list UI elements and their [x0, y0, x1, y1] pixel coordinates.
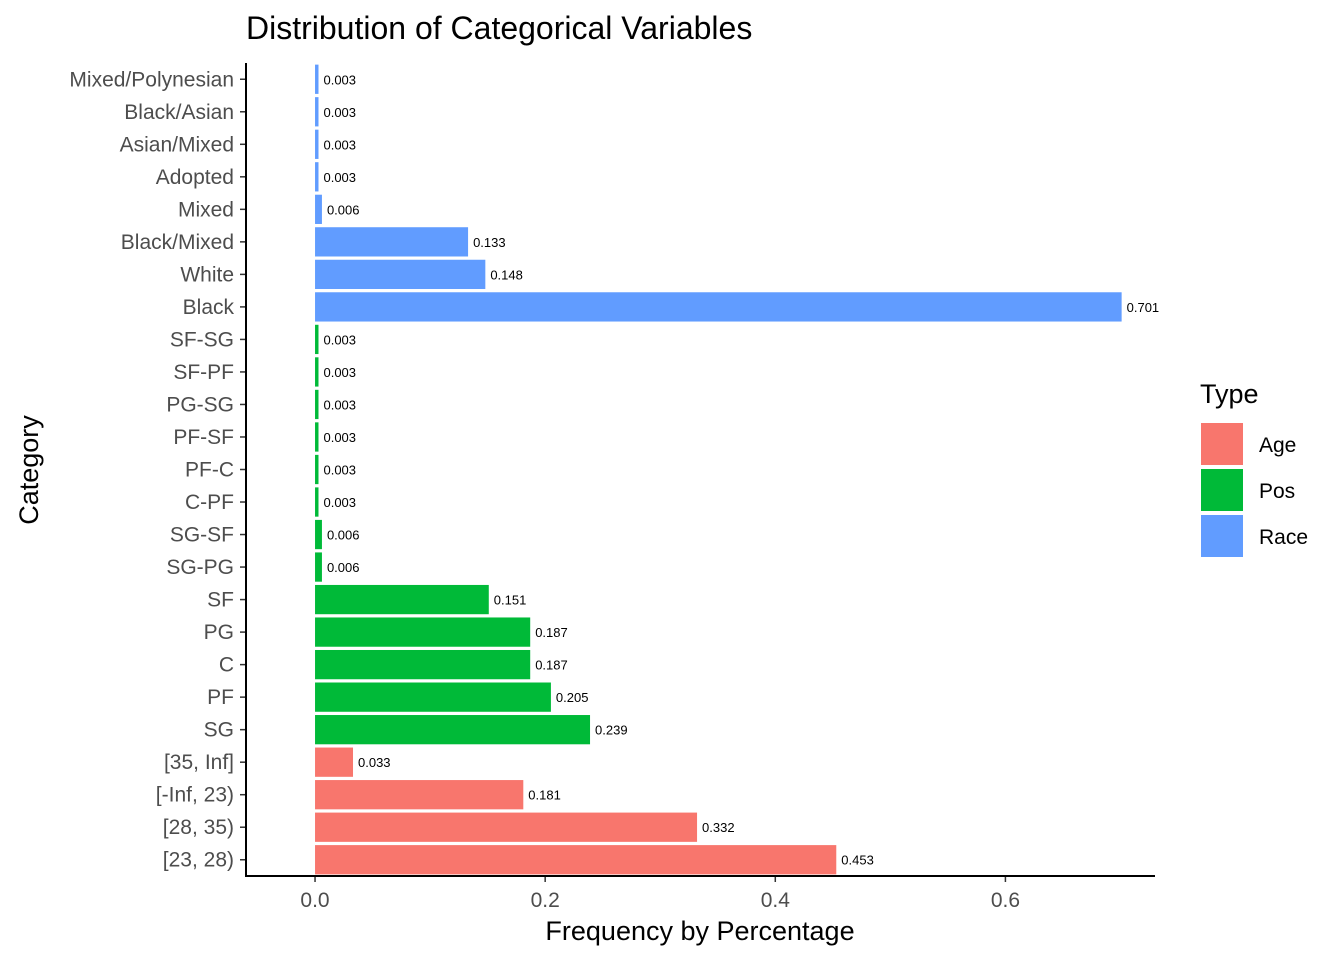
y-tick-label: PF [207, 686, 234, 709]
y-tick-label: [35, Inf] [164, 751, 234, 774]
legend-label: Race [1259, 526, 1308, 549]
y-tick-label: Black/Mixed [121, 231, 234, 254]
bar [315, 617, 531, 647]
bar [315, 162, 319, 192]
y-tick-label: SF-PF [173, 361, 234, 384]
legend-key [1201, 469, 1243, 511]
y-tick-label: SF [207, 589, 234, 612]
bar [315, 584, 489, 615]
legend-label: Pos [1259, 480, 1295, 503]
data-label: 0.003 [323, 137, 356, 152]
data-label: 0.239 [595, 723, 628, 738]
bar [315, 715, 591, 745]
bars-layer [315, 64, 1122, 875]
y-tick-label: C-PF [185, 491, 234, 514]
bar [315, 227, 469, 257]
bar [315, 357, 319, 387]
y-tick-label: C [219, 654, 234, 677]
y-tick-label: Mixed/Polynesian [69, 68, 234, 91]
y-tick-label: SG-SF [170, 524, 234, 547]
bar [315, 389, 319, 420]
bar [315, 454, 319, 485]
bar [315, 422, 319, 452]
legend-items: Age Pos Race [1201, 423, 1308, 557]
data-label: 0.133 [473, 235, 506, 250]
x-tick-label: 0.2 [531, 889, 560, 912]
bar [315, 682, 551, 712]
y-tick-label: Asian/Mixed [120, 133, 234, 156]
y-tick-label: Mixed [178, 198, 234, 221]
data-label: 0.003 [323, 430, 356, 445]
bar [315, 845, 837, 875]
data-label: 0.033 [358, 755, 391, 770]
x-tick-label: 0.0 [300, 889, 329, 912]
y-tick-label: Adopted [156, 166, 234, 189]
data-label: 0.701 [1127, 300, 1160, 315]
data-label: 0.187 [535, 625, 568, 640]
data-label: 0.332 [702, 820, 735, 835]
bar [315, 194, 322, 224]
data-label: 0.003 [323, 332, 356, 347]
y-tick-label: PG-SG [166, 393, 234, 416]
data-label: 0.003 [323, 397, 356, 412]
data-label: 0.205 [556, 690, 589, 705]
data-label: 0.187 [535, 658, 568, 673]
data-label: 0.003 [323, 170, 356, 185]
data-label: 0.148 [490, 267, 523, 282]
legend-key [1201, 423, 1243, 465]
bar [315, 552, 322, 582]
legend-title: Type [1200, 379, 1259, 409]
x-tick-label: 0.4 [761, 889, 791, 912]
y-tick-label: [-Inf, 23) [156, 784, 234, 807]
bar [315, 747, 354, 777]
y-tick-label: SF-SG [170, 328, 234, 351]
bar [315, 812, 698, 842]
bar [315, 64, 319, 94]
y-tick-label: SG [204, 719, 234, 742]
bar [315, 292, 1122, 322]
x-tick-label: 0.6 [991, 889, 1020, 912]
bar [315, 129, 319, 159]
y-tick-label: PF-SF [173, 426, 234, 449]
y-tick-label: Black/Asian [124, 101, 234, 124]
bar [315, 259, 486, 290]
x-axis-title: Frequency by Percentage [545, 916, 854, 946]
data-label: 0.151 [494, 593, 527, 608]
data-label: 0.003 [323, 463, 356, 478]
data-label: 0.003 [323, 105, 356, 120]
bar [315, 649, 531, 680]
bar [315, 780, 524, 810]
data-label: 0.181 [528, 788, 561, 803]
bar [315, 97, 319, 127]
bar [315, 519, 322, 550]
y-tick-label: SG-PG [166, 556, 234, 579]
data-label: 0.006 [327, 560, 360, 575]
data-label: 0.006 [327, 528, 360, 543]
data-label: 0.006 [327, 202, 360, 217]
bar [315, 487, 319, 517]
x-axis-ticks: 0.0 0.2 0.4 0.6 [300, 876, 1020, 912]
y-axis-ticks: Mixed/Polynesian Black/Asian Asian/Mixed Ad… [69, 68, 246, 872]
chart-title: Distribution of Categorical Variables [246, 10, 752, 46]
y-tick-label: Black [183, 296, 235, 319]
data-label: 0.003 [323, 495, 356, 510]
data-label: 0.453 [841, 853, 874, 868]
y-tick-label: White [180, 263, 234, 286]
y-tick-label: PG [204, 621, 234, 644]
bar [315, 324, 319, 355]
legend-label: Age [1259, 434, 1296, 457]
y-tick-label: [28, 35) [163, 816, 234, 839]
data-label: 0.003 [323, 72, 356, 87]
y-tick-label: PF-C [185, 459, 234, 482]
legend: Type Age Pos Race [1200, 379, 1308, 557]
legend-key [1201, 515, 1243, 557]
y-tick-label: [23, 28) [163, 849, 234, 872]
y-axis-title: Category [14, 415, 44, 525]
data-label: 0.003 [323, 365, 356, 380]
data-labels-layer: 0.003 0.003 0.003 0.003 0.006 0.133 0.148 0.701… [323, 72, 1159, 867]
